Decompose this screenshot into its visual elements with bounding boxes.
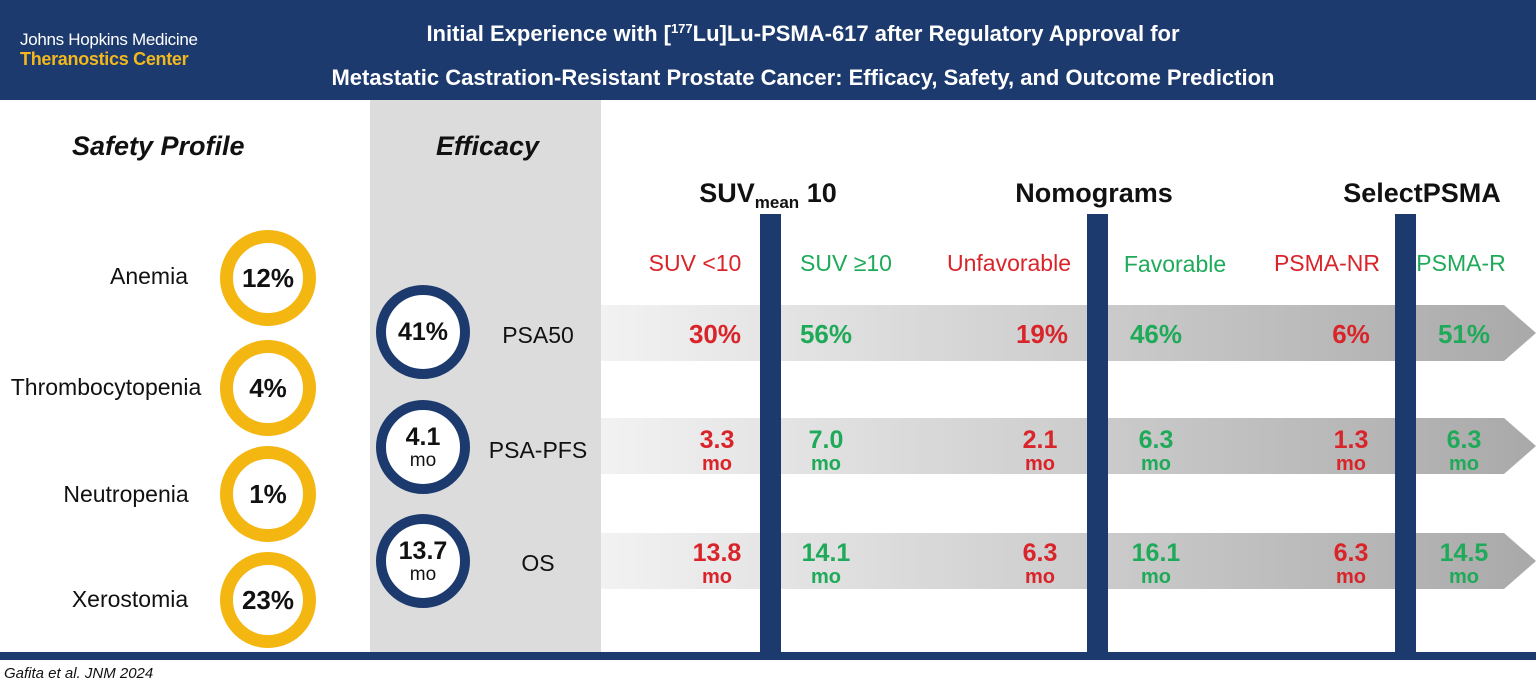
value-psma-r-psa-pfs: 6.3 mo (1446, 426, 1482, 475)
efficacy-ring-os: 13.7 mo (376, 514, 470, 608)
logo-center: Theranostics Center (20, 49, 189, 69)
safety-ring-thrombocytopenia: 4% (220, 340, 316, 436)
title-line-1: Initial Experience with [177Lu]Lu-PSMA-6… (426, 21, 1180, 46)
value-suv-high-psa-pfs: 7.0 mo (808, 426, 844, 475)
value-psma-nr-os: 6.3 mo (1333, 539, 1369, 588)
value-favorable-os: 16.1 mo (1131, 539, 1181, 588)
group-title-nomograms: Nomograms (1015, 178, 1173, 208)
safety-profile-title: Safety Profile (72, 131, 245, 161)
arrow-band-psa50 (601, 305, 1536, 361)
efficacy-ring-psa50: 41% (376, 285, 470, 379)
value-psma-r-psa50: 51% (1437, 319, 1491, 349)
group-title-selectpsma: SelectPSMA (1343, 178, 1501, 208)
value-unfavorable-psa50: 19% (1015, 319, 1069, 349)
value-suv-low-os: 13.8 mo (692, 539, 742, 588)
value-psma-nr-psa50: 6% (1332, 319, 1370, 349)
citation: Gafita et al. JNM 2024 (4, 665, 154, 682)
divider-nomograms (1087, 214, 1108, 652)
arrow-band-os (601, 533, 1536, 589)
title-line-2: Metastatic Castration-Resistant Prostate… (331, 65, 1275, 90)
logo-institution: Johns Hopkins Medicine (20, 30, 198, 49)
safety-label-neutropenia: Neutropenia (63, 481, 189, 507)
label-suv-low: SUV <10 (648, 250, 742, 276)
value-favorable-psa50: 46% (1129, 319, 1183, 349)
safety-label-anemia: Anemia (110, 263, 188, 289)
value-psma-r-os: 14.5 mo (1439, 539, 1489, 588)
value-unfavorable-psa-pfs: 2.1 mo (1022, 426, 1058, 475)
safety-label-thrombocytopenia: Thrombocytopenia (10, 374, 202, 400)
page-title: Initial Experience with [177Lu]Lu-PSMA-6… (220, 12, 1386, 100)
safety-label-xerostomia: Xerostomia (71, 586, 189, 612)
efficacy-label-psa50: PSA50 (502, 322, 574, 348)
safety-ring-xerostomia: 23% (220, 552, 316, 648)
safety-ring-neutropenia: 1% (220, 446, 316, 542)
value-suv-high-os: 14.1 mo (801, 539, 851, 588)
header-banner: Johns Hopkins Medicine Theranostics Cent… (0, 0, 1536, 100)
value-unfavorable-os: 6.3 mo (1022, 539, 1058, 588)
value-suv-high-psa50: 56% (799, 319, 853, 349)
divider-suvmean (760, 214, 781, 652)
bottom-bar (0, 652, 1536, 660)
label-psma-r: PSMA-R (1416, 250, 1506, 276)
arrow-band-psa-pfs (601, 418, 1536, 474)
group-title-suvmean: SUVmean 10 (699, 178, 837, 212)
safety-ring-anemia: 12% (220, 230, 316, 326)
value-favorable-psa-pfs: 6.3 mo (1138, 426, 1174, 475)
efficacy-label-os: OS (521, 550, 555, 576)
divider-selectpsma (1395, 214, 1416, 652)
value-suv-low-psa50: 30% (688, 319, 742, 349)
label-psma-nr: PSMA-NR (1273, 250, 1381, 276)
efficacy-title: Efficacy (436, 131, 540, 161)
value-psma-nr-psa-pfs: 1.3 mo (1333, 426, 1369, 475)
efficacy-ring-psa-pfs: 4.1 mo (376, 400, 470, 494)
label-unfavorable: Unfavorable (946, 250, 1072, 276)
label-favorable: Favorable (1123, 251, 1227, 277)
label-suv-high: SUV ≥10 (800, 250, 892, 276)
efficacy-label-psa-pfs: PSA-PFS (488, 437, 588, 463)
value-suv-low-psa-pfs: 3.3 mo (699, 426, 735, 475)
